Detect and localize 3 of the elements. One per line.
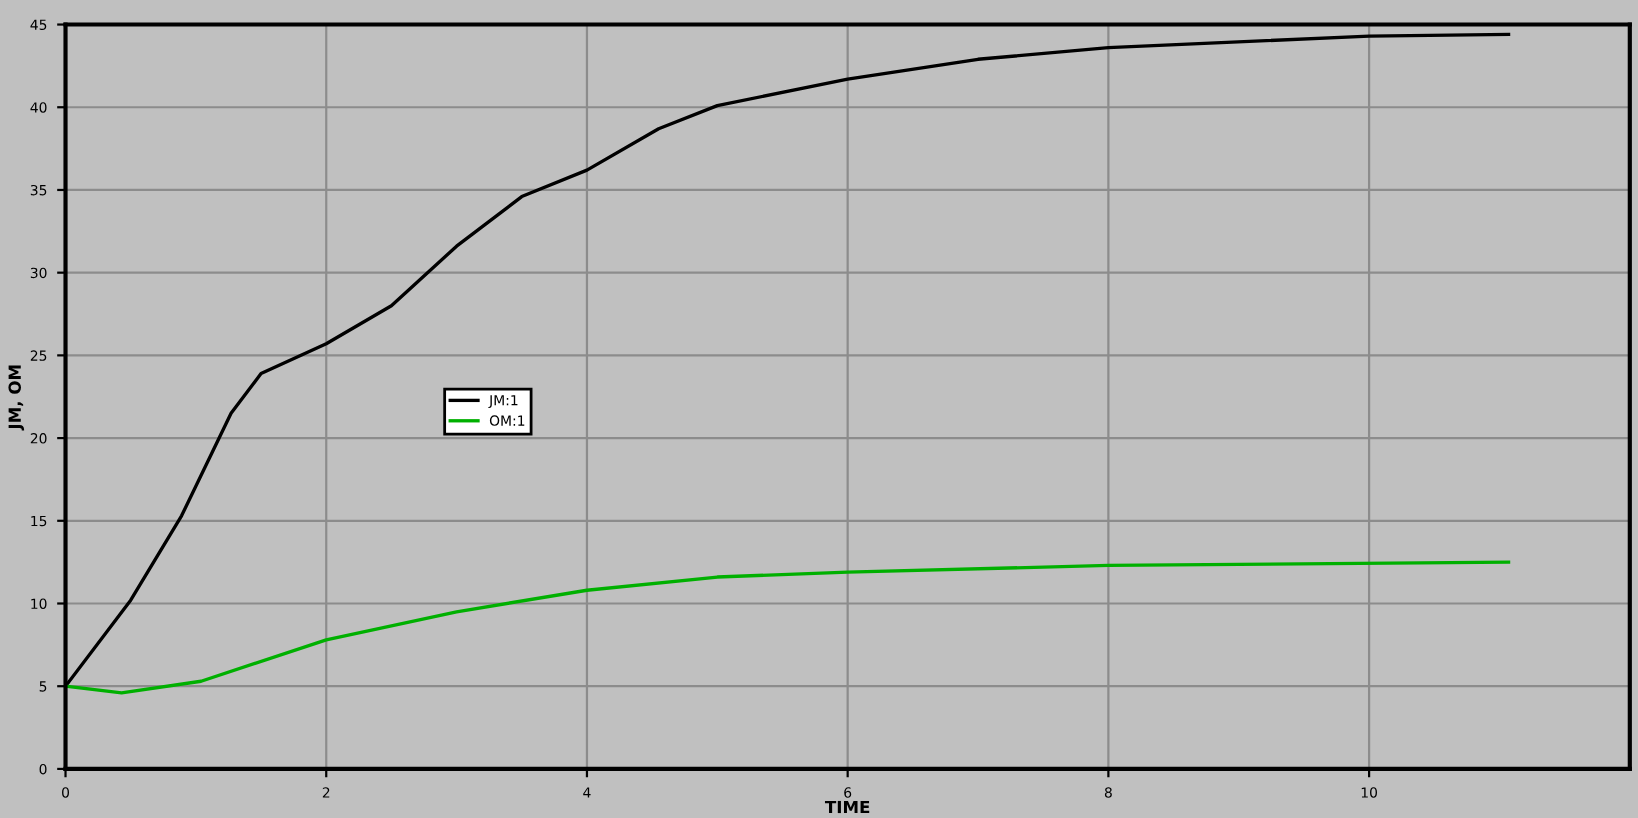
y-axis-title: JM, OM — [8, 365, 25, 431]
x-axis-title: TIME — [824, 800, 870, 814]
line-series — [65, 560, 1511, 695]
